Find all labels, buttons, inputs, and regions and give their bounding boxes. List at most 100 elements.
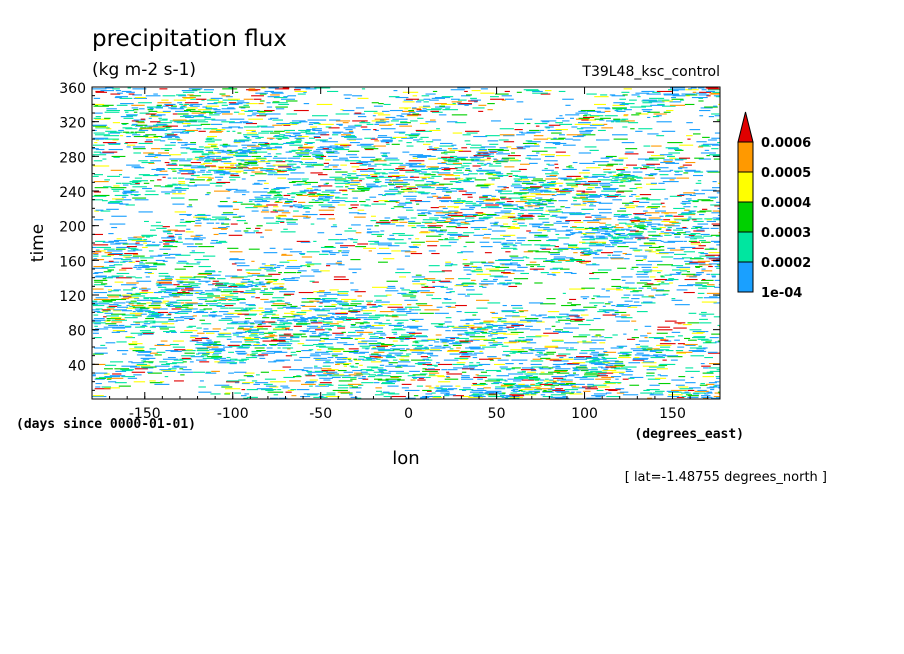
field-cell bbox=[218, 233, 227, 235]
field-cell bbox=[105, 277, 113, 279]
field-cell bbox=[309, 300, 320, 302]
field-cell bbox=[427, 356, 431, 359]
field-cell bbox=[401, 137, 414, 139]
field-cell bbox=[291, 120, 306, 122]
field-cell bbox=[381, 359, 388, 361]
field-cell bbox=[334, 182, 350, 184]
field-cell bbox=[617, 210, 627, 212]
field-cell bbox=[688, 210, 697, 212]
field-cell bbox=[449, 181, 459, 183]
field-cell bbox=[283, 142, 295, 145]
field-cell bbox=[122, 193, 127, 195]
field-cell bbox=[498, 191, 502, 193]
field-cell bbox=[498, 327, 510, 329]
field-cell bbox=[661, 281, 665, 283]
field-cell bbox=[585, 216, 592, 218]
field-cell bbox=[200, 355, 208, 357]
field-cell bbox=[706, 170, 719, 172]
field-cell bbox=[296, 240, 310, 242]
field-cell bbox=[418, 173, 431, 175]
field-cell bbox=[676, 351, 693, 353]
field-cell bbox=[504, 264, 521, 266]
field-cell bbox=[324, 328, 331, 330]
field-cell bbox=[581, 199, 595, 201]
field-cell bbox=[312, 163, 324, 165]
field-cell bbox=[354, 359, 361, 361]
field-cell bbox=[277, 165, 294, 167]
field-cell bbox=[161, 296, 170, 298]
field-cell bbox=[92, 309, 100, 311]
field-cell bbox=[401, 250, 411, 252]
field-cell bbox=[356, 174, 371, 177]
field-cell bbox=[211, 356, 222, 359]
field-cell bbox=[521, 379, 535, 381]
field-cell bbox=[351, 386, 358, 388]
field-cell bbox=[541, 248, 551, 250]
field-cell bbox=[304, 374, 313, 376]
field-cell bbox=[535, 385, 542, 387]
field-cell bbox=[574, 181, 587, 183]
field-cell bbox=[478, 168, 482, 170]
field-cell bbox=[463, 269, 471, 271]
field-cell bbox=[291, 149, 303, 151]
field-cell bbox=[466, 289, 475, 291]
field-cell bbox=[118, 129, 124, 132]
field-cell bbox=[331, 376, 341, 379]
field-cell bbox=[278, 341, 290, 343]
field-cell bbox=[100, 210, 111, 212]
field-cell bbox=[647, 133, 659, 135]
field-cell bbox=[490, 311, 495, 314]
field-cell bbox=[589, 329, 605, 331]
field-cell bbox=[461, 375, 470, 377]
field-cell bbox=[356, 331, 373, 333]
field-cell bbox=[245, 269, 262, 271]
field-cell bbox=[374, 140, 380, 142]
field-cell bbox=[194, 243, 203, 245]
field-cell bbox=[583, 250, 590, 252]
field-cell bbox=[125, 301, 131, 303]
field-cell bbox=[195, 291, 199, 294]
field-cell bbox=[273, 196, 284, 198]
field-cell bbox=[264, 313, 276, 315]
field-cell bbox=[138, 174, 150, 176]
field-cell bbox=[630, 348, 647, 350]
field-cell bbox=[468, 173, 478, 175]
field-cell bbox=[530, 393, 537, 395]
field-cell bbox=[691, 227, 698, 229]
field-cell bbox=[389, 337, 405, 340]
field-cell bbox=[343, 343, 355, 346]
field-cell bbox=[313, 240, 317, 242]
field-cell bbox=[490, 332, 506, 334]
field-cell bbox=[658, 252, 675, 254]
field-cell bbox=[629, 187, 638, 190]
field-cell bbox=[586, 319, 594, 321]
field-cell bbox=[526, 131, 541, 133]
field-cell bbox=[525, 201, 541, 203]
field-cell bbox=[218, 206, 233, 208]
field-cell bbox=[540, 303, 556, 305]
field-cell bbox=[416, 329, 429, 331]
field-cell bbox=[416, 141, 425, 143]
field-cell bbox=[99, 152, 115, 154]
field-cell bbox=[702, 285, 715, 288]
field-cell bbox=[625, 207, 635, 209]
field-cell bbox=[582, 169, 590, 171]
field-cell bbox=[600, 157, 610, 159]
field-cell bbox=[698, 287, 707, 289]
field-cell bbox=[268, 273, 281, 275]
field-cell bbox=[487, 394, 498, 396]
field-cell bbox=[521, 367, 533, 369]
field-cell bbox=[211, 316, 216, 318]
field-cell bbox=[302, 155, 311, 158]
field-cell bbox=[610, 258, 624, 260]
field-cell bbox=[477, 153, 481, 155]
field-cell bbox=[93, 132, 105, 134]
field-cell bbox=[528, 213, 543, 215]
field-cell bbox=[150, 229, 156, 231]
field-cell bbox=[169, 158, 186, 160]
field-cell bbox=[333, 374, 345, 376]
field-cell bbox=[501, 310, 516, 312]
field-cell bbox=[430, 119, 436, 121]
field-cell bbox=[601, 190, 616, 192]
field-cell bbox=[111, 226, 118, 229]
